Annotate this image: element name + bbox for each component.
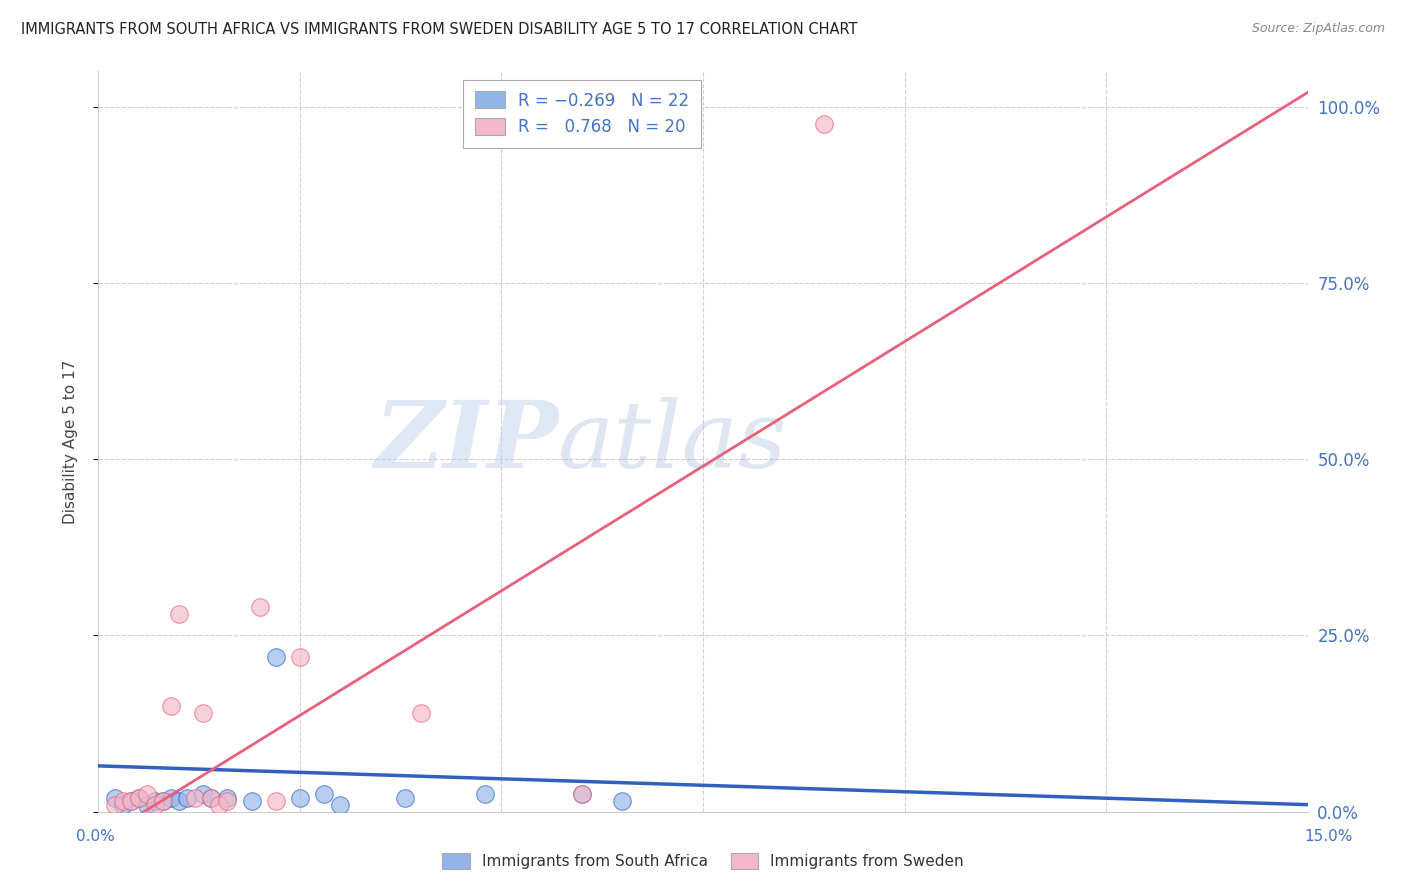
Point bbox=[167, 794, 190, 808]
Point bbox=[314, 787, 336, 801]
Point bbox=[120, 794, 142, 808]
Point bbox=[208, 797, 231, 812]
Point bbox=[128, 790, 150, 805]
Point bbox=[217, 790, 239, 805]
Point bbox=[135, 787, 157, 801]
Point bbox=[249, 600, 271, 615]
Point bbox=[160, 698, 183, 713]
Text: atlas: atlas bbox=[558, 397, 787, 486]
Text: IMMIGRANTS FROM SOUTH AFRICA VS IMMIGRANTS FROM SWEDEN DISABILITY AGE 5 TO 17 CO: IMMIGRANTS FROM SOUTH AFRICA VS IMMIGRAN… bbox=[21, 22, 858, 37]
Y-axis label: Disability Age 5 to 17: Disability Age 5 to 17 bbox=[63, 359, 77, 524]
Point bbox=[217, 794, 239, 808]
Legend: Immigrants from South Africa, Immigrants from Sweden: Immigrants from South Africa, Immigrants… bbox=[436, 847, 970, 875]
Point bbox=[135, 797, 157, 812]
Point bbox=[120, 794, 142, 808]
Point bbox=[240, 794, 263, 808]
Point bbox=[474, 787, 496, 801]
Point bbox=[200, 790, 222, 805]
Point bbox=[193, 706, 215, 720]
Point bbox=[264, 649, 287, 664]
Point bbox=[128, 790, 150, 805]
Point bbox=[152, 794, 174, 808]
Point bbox=[152, 794, 174, 808]
Point bbox=[571, 787, 593, 801]
Point bbox=[329, 797, 352, 812]
Point bbox=[143, 794, 166, 808]
Point bbox=[612, 794, 634, 808]
Point bbox=[143, 797, 166, 812]
Point bbox=[111, 794, 134, 808]
Point bbox=[288, 790, 311, 805]
Point bbox=[111, 797, 134, 812]
Point bbox=[103, 797, 125, 812]
Point bbox=[394, 790, 416, 805]
Point bbox=[571, 787, 593, 801]
Point bbox=[813, 117, 835, 131]
Text: Source: ZipAtlas.com: Source: ZipAtlas.com bbox=[1251, 22, 1385, 36]
Text: 0.0%: 0.0% bbox=[76, 830, 115, 844]
Point bbox=[200, 790, 222, 805]
Point bbox=[103, 790, 125, 805]
Point bbox=[167, 607, 190, 622]
Point bbox=[264, 794, 287, 808]
Legend: R = −0.269   N = 22, R =   0.768   N = 20: R = −0.269 N = 22, R = 0.768 N = 20 bbox=[463, 79, 702, 148]
Point bbox=[176, 790, 198, 805]
Text: ZIP: ZIP bbox=[374, 397, 558, 486]
Point bbox=[409, 706, 432, 720]
Point bbox=[160, 790, 183, 805]
Text: 15.0%: 15.0% bbox=[1305, 830, 1353, 844]
Point bbox=[193, 787, 215, 801]
Point bbox=[288, 649, 311, 664]
Point bbox=[184, 790, 207, 805]
